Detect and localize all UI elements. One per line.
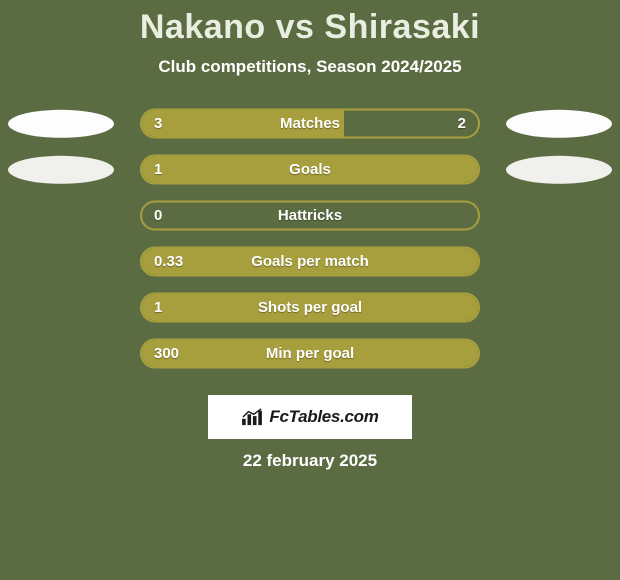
stat-rows: 32Matches 1Goals 0Hattricks 0.33Goals per m… [0,105,620,381]
stat-bar-fill [142,157,478,183]
brand-text: FcTables.com [269,407,378,427]
stat-value-right: 2 [458,115,466,132]
stat-bar-fill [142,341,478,367]
stat-bar-track: 0.33Goals per match [140,247,480,277]
player-left-badge [8,156,114,184]
comparison-card: Nakano vs Shirasaki Club competitions, S… [0,0,620,580]
date-label: 22 february 2025 [0,451,620,471]
stat-value-left: 0 [154,207,162,224]
stat-row: 1Shots per goal [0,289,620,335]
stat-bar-track: 1Shots per goal [140,293,480,323]
stat-row: 1Goals [0,151,620,197]
player-left-badge [8,110,114,138]
page-title: Nakano vs Shirasaki [0,8,620,47]
brand-badge[interactable]: FcTables.com [208,395,412,439]
player-right-badge [506,110,612,138]
stat-row: 0.33Goals per match [0,243,620,289]
stat-bar-fill [142,295,478,321]
player-right-badge [506,156,612,184]
stat-row: 300Min per goal [0,335,620,381]
stat-bar-fill [142,111,344,137]
stat-row: 32Matches [0,105,620,151]
stat-bar-track: 0Hattricks [140,201,480,231]
stat-bar-track: 300Min per goal [140,339,480,369]
brand-logo-icon [241,408,263,426]
subtitle: Club competitions, Season 2024/2025 [0,57,620,77]
stat-bar-track: 32Matches [140,109,480,139]
stat-label: Hattricks [142,207,478,224]
stat-bar-fill [142,249,478,275]
stat-bar-track: 1Goals [140,155,480,185]
stat-row: 0Hattricks [0,197,620,243]
